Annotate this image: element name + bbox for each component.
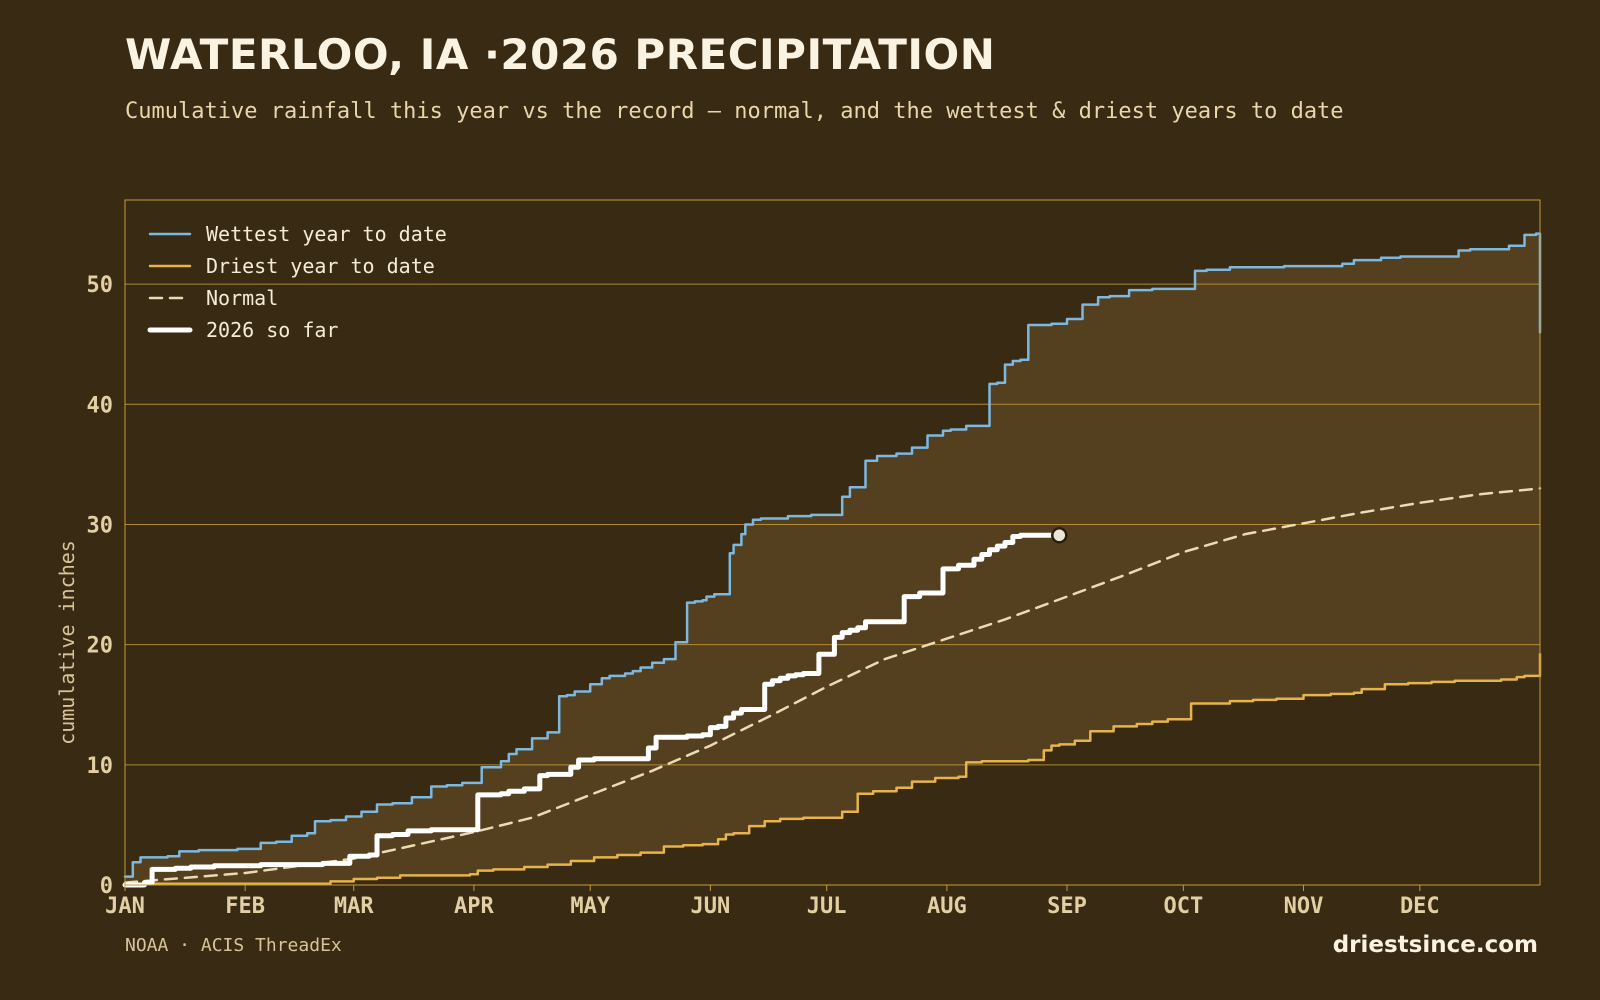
- y-tick-label: 20: [87, 634, 114, 659]
- x-tick-label: MAY: [570, 894, 610, 919]
- grid-layer: [125, 283, 1540, 886]
- x-tick-label: AUG: [927, 894, 967, 919]
- y-tick-label: 10: [87, 754, 114, 779]
- y-tick-label: 0: [100, 874, 113, 899]
- legend-label-normal: Normal: [206, 286, 278, 310]
- y-tick-label: 40: [87, 393, 114, 418]
- x-tick-label: JUN: [691, 894, 731, 919]
- x-tick-label: NOV: [1284, 894, 1324, 919]
- x-tick-label: MAR: [334, 894, 374, 919]
- series-line-2026-so-far: [122, 532, 1062, 888]
- band-layer: [125, 233, 1540, 884]
- range-band: [125, 233, 1540, 884]
- x-tick-label: DEC: [1400, 894, 1440, 919]
- chart-title: WATERLOO, IA ·2026 PRECIPITATION: [125, 30, 996, 79]
- legend-label-2026-so-far: 2026 so far: [206, 318, 338, 342]
- x-tick-label: JUL: [807, 894, 847, 919]
- axes-layer: 0 10 20 30 40 50 JAN FEB MAR APR MAY JUN JUL AUG SEP OC…: [55, 199, 1541, 919]
- series-line-driest-year-to-date: [123, 653, 1542, 886]
- x-tick-label: JAN: [105, 894, 145, 919]
- legend-label-wettest-year-to-date: Wettest year to date: [206, 222, 447, 246]
- chart-subtitle: Cumulative rainfall this year vs the rec…: [125, 99, 1344, 124]
- x-tick-label: APR: [454, 894, 494, 919]
- y-axis-title: cumulative inches: [55, 540, 79, 745]
- legend: Wettest year to date Driest year to date N…: [147, 222, 447, 342]
- series-line-wettest-year-to-date: [123, 232, 1542, 878]
- brand-link[interactable]: driestsince.com: [1332, 932, 1538, 958]
- y-tick-label: 50: [87, 273, 114, 298]
- x-tick-label: SEP: [1047, 894, 1087, 919]
- x-tick-label: OCT: [1163, 894, 1203, 919]
- series-line-normal: [123, 487, 1542, 884]
- x-tick-label: FEB: [225, 894, 265, 919]
- current-day-marker: [1051, 527, 1068, 544]
- y-tick-label: 30: [87, 513, 114, 538]
- plot-frame: [124, 199, 1541, 886]
- series-layer: [122, 232, 1542, 888]
- legend-label-driest-year-to-date: Driest year to date: [206, 254, 435, 278]
- source-credit: NOAA · ACIS ThreadEx: [125, 935, 342, 956]
